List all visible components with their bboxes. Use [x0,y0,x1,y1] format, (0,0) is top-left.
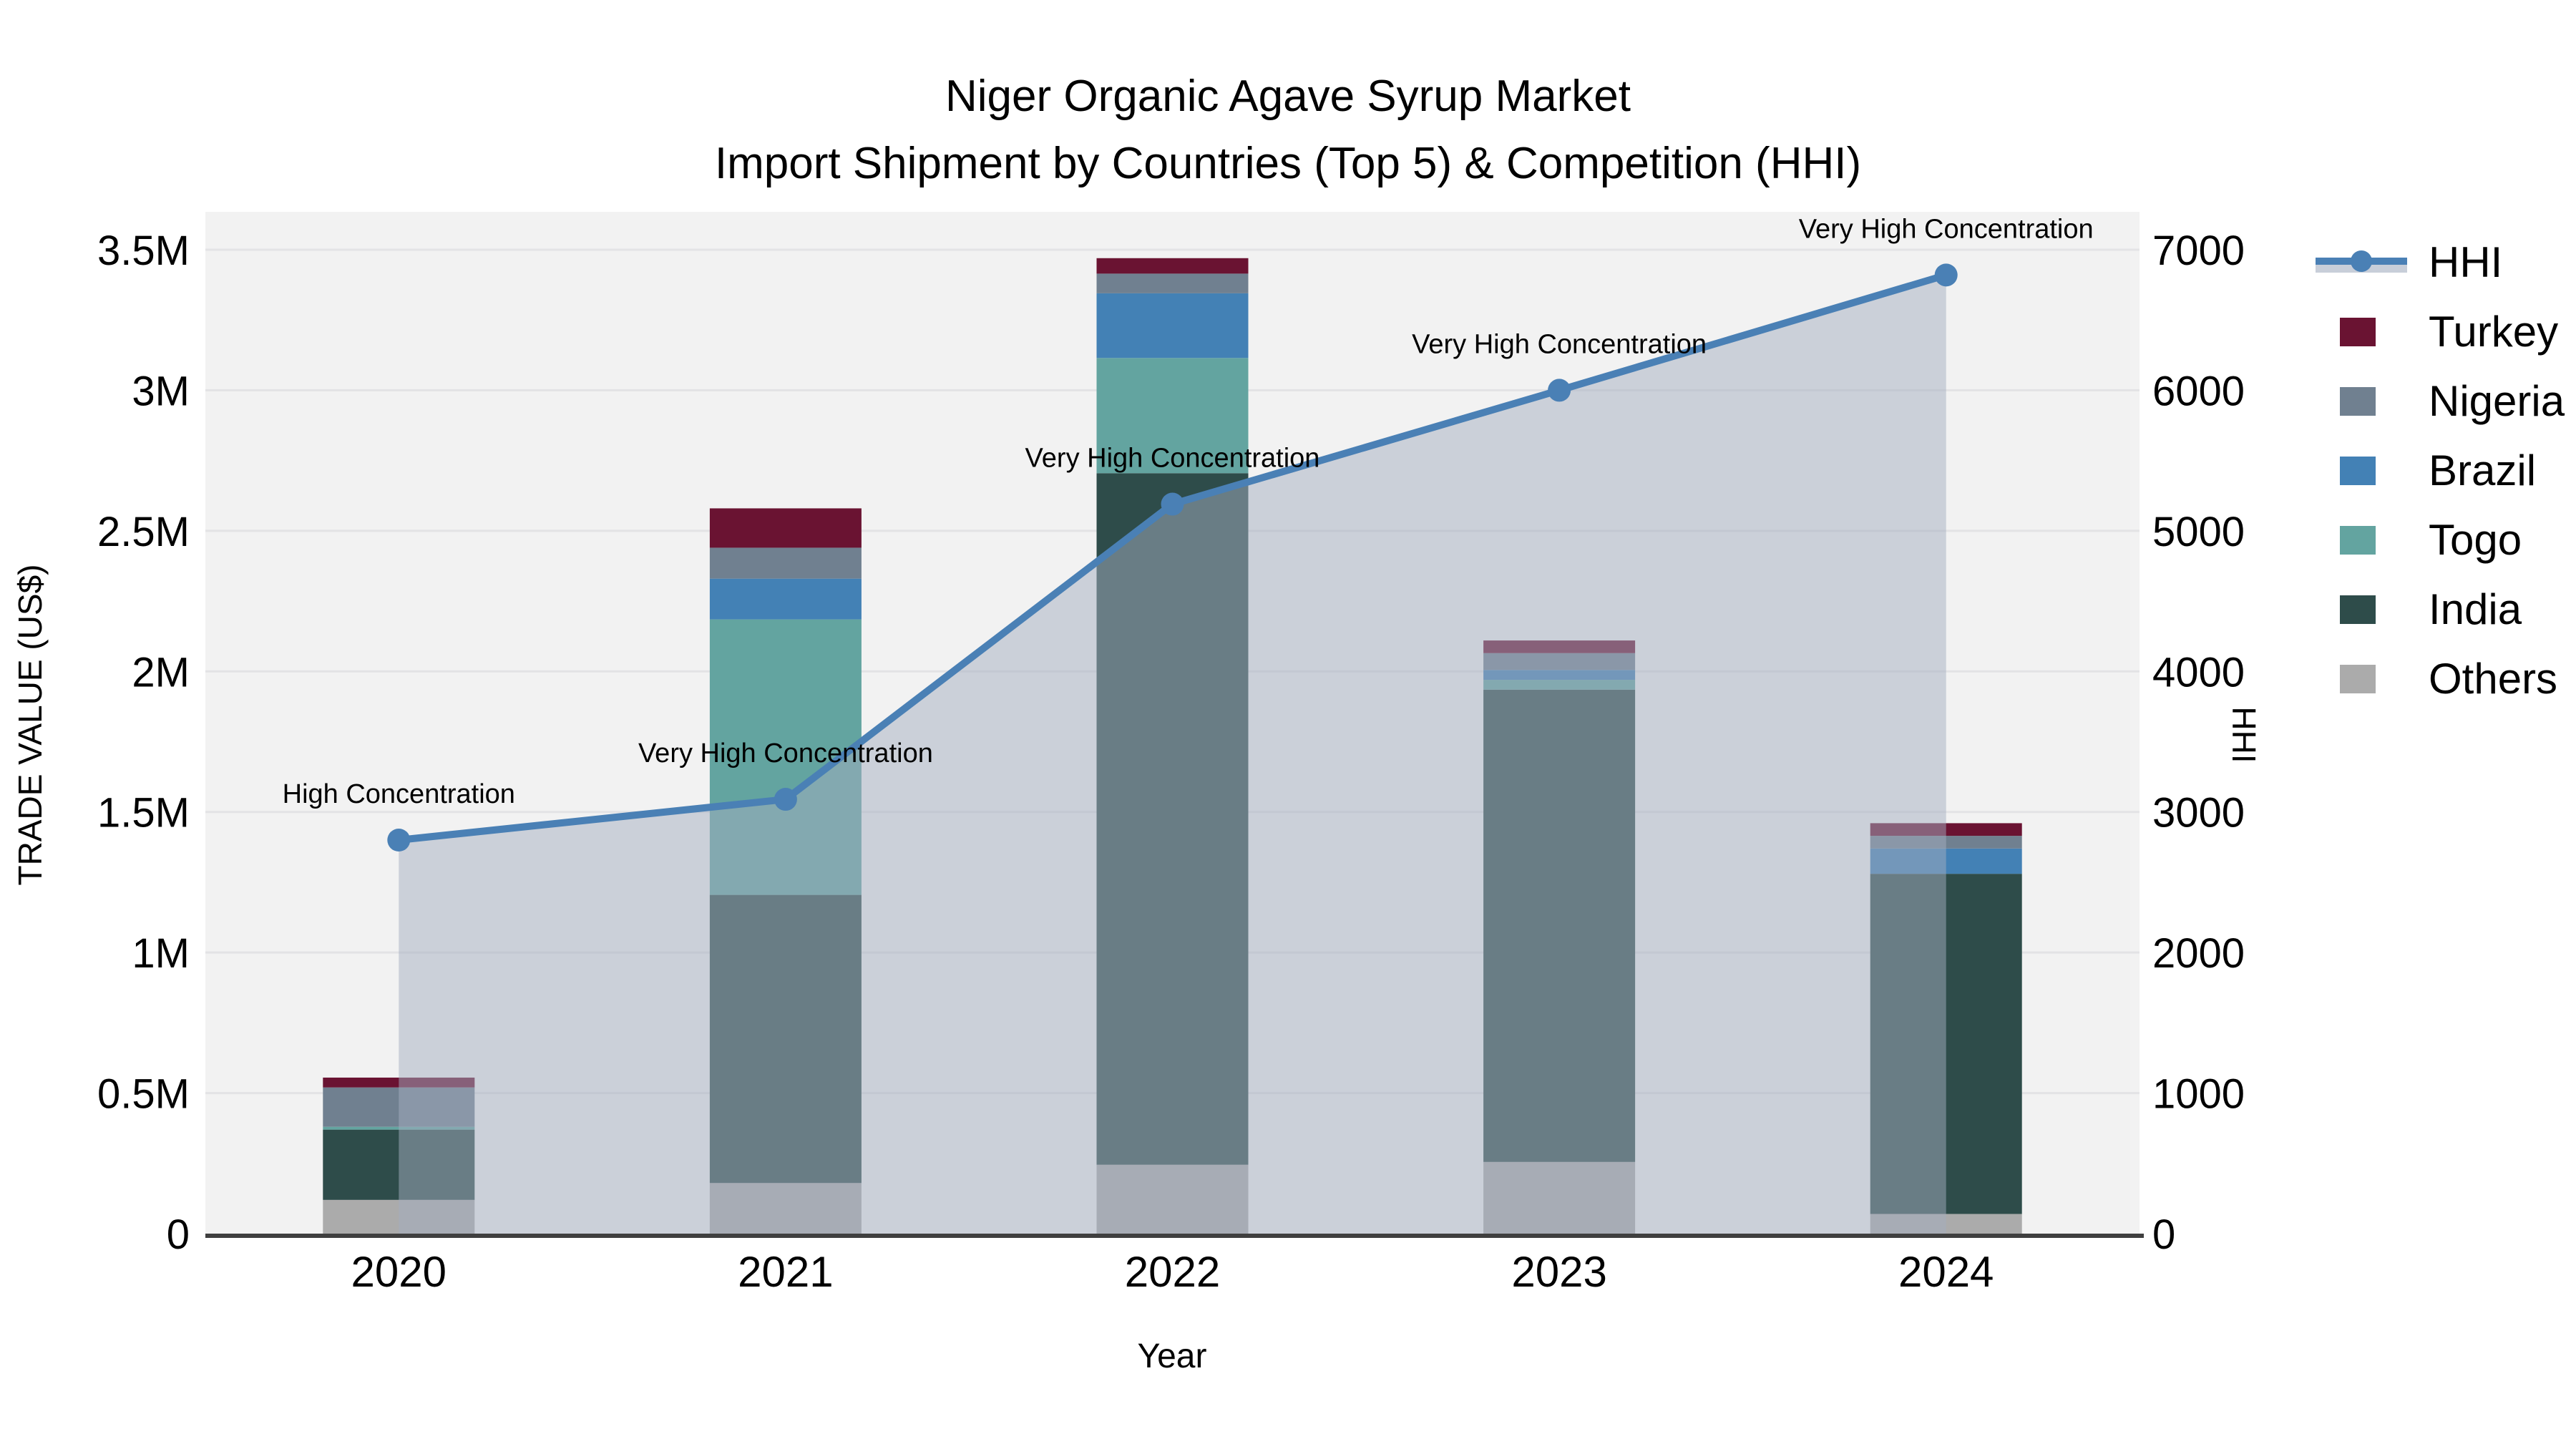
y-left-tick-2.5M: 2.5M [97,509,190,555]
annotation-2024: Very High Concentration [1799,214,2094,244]
legend-label-turkey: Turkey [2429,308,2559,356]
brazil-swatch-icon [2316,456,2423,485]
bar-segment-brazil-2022[interactable] [1096,293,1249,358]
y-left-tick-2M: 2M [132,649,190,696]
bar-segment-togo-2022[interactable] [1096,358,1249,474]
y-right-tick-5000: 5000 [2152,509,2245,555]
hhi-marker-2021[interactable] [774,788,797,811]
others-swatch-icon [2316,664,2423,693]
legend: HHI Turkey Nigeria Brazil Togo India Others [2316,228,2565,713]
legend-label-others: Others [2429,655,2558,703]
legend-item-hhi[interactable]: HHI [2316,228,2565,297]
y-left-tick-1M: 1M [132,930,190,977]
annotation-2020: High Concentration [283,779,515,809]
legend-label-nigeria: Nigeria [2429,377,2565,425]
y-right-tick-2000: 2000 [2152,930,2245,977]
annotation-2022: Very High Concentration [1025,444,1320,474]
legend-item-nigeria[interactable]: Nigeria [2316,366,2565,436]
x-tick-2023: 2023 [1511,1248,1606,1296]
bar-segment-turkey-2022[interactable] [1096,258,1249,274]
hhi-area-fill[interactable] [399,275,1946,1234]
y-left-tick-0: 0 [167,1211,190,1258]
legend-label-india: India [2429,585,2522,633]
bar-segment-nigeria-2022[interactable] [1096,273,1249,293]
y-right-tick-3000: 3000 [2152,790,2245,836]
y-right-tick-6000: 6000 [2152,368,2245,414]
legend-label-hhi: HHI [2429,238,2503,286]
x-tick-2022: 2022 [1125,1248,1220,1296]
x-axis-title: Year [1137,1337,1207,1375]
annotation-2021: Very High Concentration [638,738,933,769]
y-left-tick-0.5M: 0.5M [97,1071,190,1118]
hhi-marker-2024[interactable] [1934,263,1958,287]
india-swatch-icon [2316,595,2423,624]
hhi-marker-2022[interactable] [1161,492,1184,516]
y-right-tick-1000: 1000 [2152,1071,2245,1118]
bar-segment-brazil-2021[interactable] [709,578,862,620]
chart-title-line1: Niger Organic Agave Syrup Market [945,72,1631,121]
x-tick-2020: 2020 [351,1248,447,1296]
turkey-swatch-icon [2316,317,2423,346]
nigeria-swatch-icon [2316,386,2423,416]
hhi-marker-2020[interactable] [387,829,411,852]
legend-label-togo: Togo [2429,516,2522,564]
bar-segment-nigeria-2021[interactable] [709,547,862,579]
x-tick-2021: 2021 [738,1248,833,1296]
hhi-line-legend-icon [2316,247,2423,278]
chart-title-line2: Import Shipment by Countries (Top 5) & C… [714,139,1862,189]
chart-title: Niger Organic Agave Syrup Market Import … [0,63,2576,197]
bar-segment-turkey-2021[interactable] [709,508,862,548]
y-right-tick-0: 0 [2152,1211,2175,1258]
y-right-tick-7000: 7000 [2152,228,2245,274]
legend-item-turkey[interactable]: Turkey [2316,297,2565,366]
hhi-marker-2023[interactable] [1548,379,1571,402]
legend-item-togo[interactable]: Togo [2316,505,2565,575]
y-left-tick-3M: 3M [132,368,190,414]
y-left-tick-1.5M: 1.5M [97,790,190,836]
legend-item-india[interactable]: India [2316,575,2565,644]
legend-item-brazil[interactable]: Brazil [2316,436,2565,505]
y-right-tick-4000: 4000 [2152,649,2245,696]
legend-item-others[interactable]: Others [2316,644,2565,713]
legend-label-brazil: Brazil [2429,447,2537,494]
y-left-tick-3.5M: 3.5M [97,228,190,274]
x-tick-2024: 2024 [1898,1248,1994,1296]
togo-swatch-icon [2316,525,2423,555]
annotation-2023: Very High Concentration [1412,329,1707,359]
